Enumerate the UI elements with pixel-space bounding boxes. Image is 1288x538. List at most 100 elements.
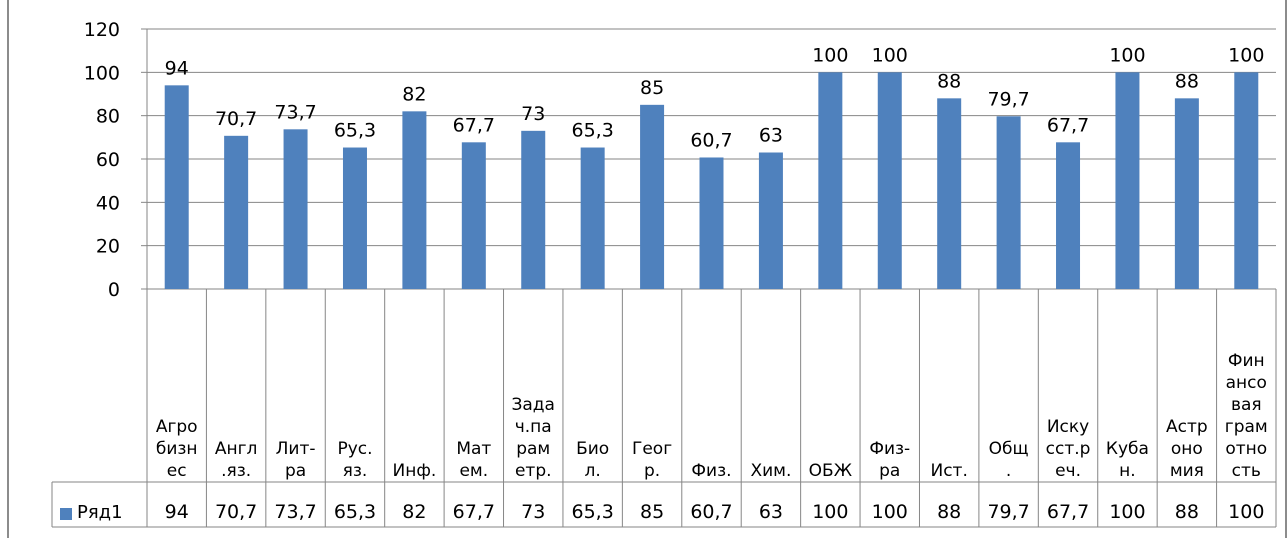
table-value: 88 — [1175, 501, 1199, 523]
category-label: Агро бизн ес — [156, 417, 198, 481]
table-value: 94 — [165, 501, 189, 523]
data-label: 94 — [165, 57, 189, 79]
category-label-line: р. — [644, 461, 660, 481]
data-label: 100 — [1109, 44, 1145, 66]
category-label-line: ОБЖ — [809, 461, 852, 481]
data-label: 73,7 — [274, 101, 316, 123]
data-label: 67,7 — [453, 114, 495, 136]
y-tick-label: 80 — [96, 106, 120, 128]
bar — [283, 129, 308, 289]
legend-label: Ряд1 — [77, 502, 123, 523]
category-label: Физ. — [691, 461, 731, 481]
table-value: 79,7 — [987, 501, 1029, 523]
category-label-line: Ист. — [930, 461, 967, 481]
table-value: 100 — [872, 501, 908, 523]
bar — [1115, 72, 1140, 289]
category-label-line: Мат — [456, 439, 491, 459]
data-label: 73 — [521, 103, 545, 125]
table-value: 100 — [1109, 501, 1145, 523]
category-label: ОБЖ — [809, 461, 852, 481]
category-label-line: Хим. — [750, 461, 791, 481]
bar — [937, 98, 962, 289]
table-value: 73 — [521, 501, 545, 523]
category-label-line: Био — [576, 439, 609, 459]
category-label-line: Геог — [632, 439, 672, 459]
category-label-line: . — [1006, 461, 1011, 481]
data-label: 100 — [812, 44, 848, 66]
category-label-line: мия — [1170, 461, 1204, 481]
category-label-line: Физ. — [691, 461, 731, 481]
category-label-line: Агро — [156, 417, 198, 437]
bar — [164, 85, 189, 289]
data-label: 82 — [402, 83, 426, 105]
category-label: Фин ансо вая грам отно сть — [1225, 351, 1268, 481]
category-label-line: Куба — [1106, 439, 1149, 459]
bar — [758, 152, 783, 289]
category-label-line: етр. — [515, 461, 552, 481]
bar — [461, 142, 486, 289]
data-label: 67,7 — [1047, 114, 1089, 136]
category-label-line: яз. — [343, 461, 368, 481]
category-label-line: ем. — [459, 461, 488, 481]
category-label-line: Рус. — [337, 439, 372, 459]
table-value: 85 — [640, 501, 664, 523]
category-label: Куба н. — [1106, 439, 1149, 481]
bar — [1174, 98, 1199, 289]
category-label-line: ра — [879, 461, 900, 481]
category-label: Иску сст.р еч. — [1046, 417, 1091, 481]
category-label-line: отно — [1225, 439, 1267, 459]
table-value: 60,7 — [690, 501, 732, 523]
category-label-line: Общ — [989, 439, 1029, 459]
category-label-line: Иску — [1047, 417, 1089, 437]
table-value: 70,7 — [215, 501, 257, 523]
table-value: 82 — [402, 501, 426, 523]
category-label: Общ. — [989, 439, 1029, 481]
bar — [580, 147, 605, 289]
data-label: 88 — [1175, 70, 1199, 92]
category-label-line: н. — [1119, 461, 1136, 481]
table-value: 88 — [937, 501, 961, 523]
data-label: 65,3 — [572, 120, 614, 142]
bar — [640, 104, 665, 289]
category-label-line: сть — [1232, 461, 1261, 481]
bar — [342, 147, 367, 289]
category-label-line: Лит- — [276, 439, 316, 459]
table-value: 67,7 — [453, 501, 495, 523]
category-label: Био л. — [576, 439, 609, 481]
category-label: Зада ч.па рам етр. — [511, 395, 555, 481]
table-value: 65,3 — [572, 501, 614, 523]
bar — [877, 72, 902, 289]
category-label-line: еч. — [1055, 461, 1081, 481]
bar — [996, 116, 1021, 289]
category-label: Рус. яз. — [337, 439, 372, 481]
table-value: 67,7 — [1047, 501, 1089, 523]
bar — [1234, 72, 1259, 289]
category-label-line: рам — [516, 439, 550, 459]
category-label-line: Астр — [1166, 417, 1208, 437]
data-label: 100 — [872, 44, 908, 66]
data-label: 79,7 — [987, 88, 1029, 110]
data-label: 70,7 — [215, 108, 257, 130]
table-value: 100 — [1228, 501, 1264, 523]
category-label-line: вая — [1231, 395, 1262, 415]
category-label-line: ч.па — [515, 417, 552, 437]
bar — [1056, 142, 1081, 289]
category-label-line: Англ — [215, 439, 258, 459]
category-label: Физ-ра — [869, 439, 910, 481]
category-label-line: оно — [1171, 439, 1203, 459]
category-label-line: сст.р — [1046, 439, 1091, 459]
category-label-line: Физ- — [869, 439, 910, 459]
bar — [521, 130, 546, 289]
category-label-line: грам — [1225, 417, 1268, 437]
y-tick-label: 40 — [96, 192, 120, 214]
category-label-line: ра — [285, 461, 306, 481]
y-tick-label: 60 — [96, 149, 120, 171]
bar — [402, 111, 427, 289]
category-label-line: ес — [167, 461, 187, 481]
data-label: 63 — [759, 125, 783, 147]
category-label-line: ансо — [1226, 373, 1267, 393]
category-label: Инф. — [393, 461, 437, 481]
category-label-line: Зада — [511, 395, 555, 415]
category-label-line: Фин — [1228, 351, 1265, 371]
data-label: 85 — [640, 77, 664, 99]
